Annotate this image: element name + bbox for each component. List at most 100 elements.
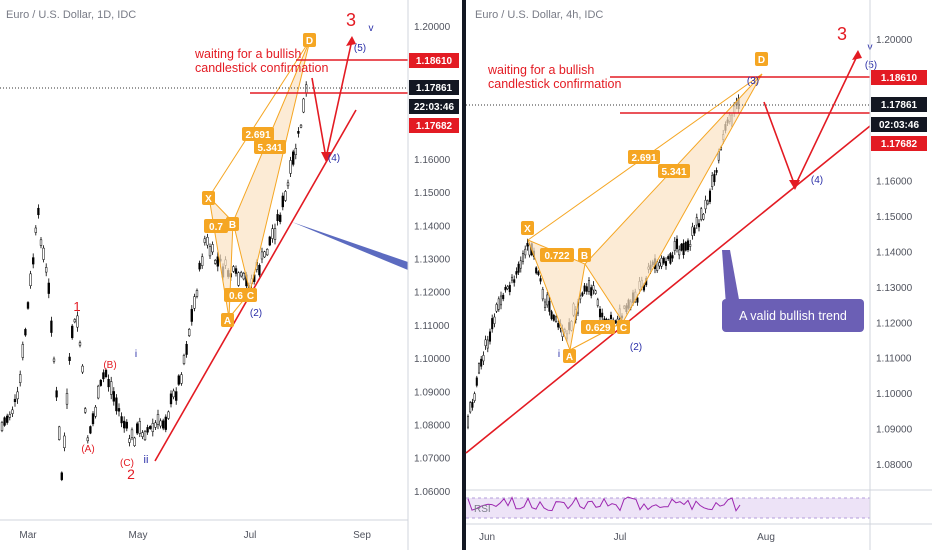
svg-text:A valid bullish trend: A valid bullish trend [739,309,847,323]
left-candles-body-74 [193,296,196,309]
left-candles-body-81 [211,244,214,253]
right-candles-body-21 [513,279,516,283]
right-candles-body-103 [693,227,696,234]
left-point-d: D [303,33,316,47]
left-candles-body-41 [107,379,110,388]
right-trendline [465,125,871,454]
left-chart-title: Euro / U.S. Dollar, 1D, IDC [6,9,136,21]
left-candles-body-91 [237,272,240,286]
right-arrowhead-down [789,180,800,190]
left-candles-body-52 [136,423,139,434]
right-wave-3-sub: (3) [747,76,759,87]
right-candles-body-40 [554,316,558,322]
left-wave-4: (4) [328,153,340,164]
right-candles-body-27 [526,242,529,247]
left-candles-body-116 [302,98,305,113]
svg-text:1.18610: 1.18610 [881,73,918,84]
right-fib-label-0722: 0.722 [540,248,574,262]
four-hour-chart-pane[interactable]: Euro / U.S. Dollar, 4h, IDC waiting for … [465,9,932,543]
right-candles-body-57 [592,285,595,291]
left-candles-body-31 [81,365,84,373]
right-tag-186: 1.18610 [871,70,927,85]
right-wave-4: (4) [811,175,823,186]
right-candles-body-109 [706,200,709,205]
right-candles-body-8 [484,339,487,346]
daily-chart-pane[interactable]: Euro / U.S. Dollar, 1D, IDC waiting for … [0,0,408,541]
right-candles-body-26 [524,248,527,256]
right-candles-body-35 [543,301,547,308]
left-ticks-label-5: 1.13000 [414,255,451,266]
left-fib-label-07: 0.7 [204,219,228,233]
right-candles-body-105 [697,223,701,228]
left-candles-body-3 [8,414,11,418]
right-candles-body-16 [502,294,505,300]
svg-text:A: A [224,316,231,327]
left-candles-body-115 [299,124,303,128]
left-candles-body-100 [260,251,264,260]
right-candles-body-12 [493,316,496,324]
pane-divider[interactable] [462,0,466,550]
left-candles-body-29 [76,315,79,328]
left-trendline [154,109,357,462]
left-wave-v: v [369,23,374,34]
left-candles-body-58 [151,423,154,432]
left-candles-body-27 [71,325,74,339]
right-ticks-label-7: 1.11000 [876,354,912,365]
right-candles-body-4 [475,377,478,386]
right-candles-body-60 [598,308,602,318]
right-candles-body-20 [510,276,514,281]
left-candles-body-22 [58,426,61,440]
right-point-c: C [617,320,630,334]
left-arrowhead-up [346,36,356,46]
right-candles-body-5 [477,363,481,374]
left-candles-body-7 [19,374,22,383]
svg-text:1.17682: 1.17682 [881,139,918,150]
left-candles-body-78 [203,238,206,243]
left-tag-countdown: 22:03:46 [409,99,459,114]
right-point-x: X [521,221,534,235]
svg-text:1.17861: 1.17861 [881,100,918,111]
left-tag-last: 1.17861 [409,80,459,95]
left-candles-body-0 [0,422,4,431]
right-price-axis[interactable]: 1.200001.190001.160001.150001.140001.130… [869,0,927,550]
right-ticks-label-5: 1.13000 [876,283,913,294]
left-candles-body-55 [143,431,147,440]
left-candles-body-14 [37,207,40,216]
svg-text:A: A [566,352,573,363]
left-candles-body-53 [138,421,141,434]
left-candles-body-102 [266,249,269,256]
left-wave-1: 1 [73,299,80,314]
right-candles-body-54 [585,286,588,292]
right-candles-body-14 [497,298,500,310]
right-ticks-label-8: 1.10000 [876,389,913,400]
right-candles-body-113 [715,170,718,173]
left-candles-body-37 [97,385,100,399]
left-candles-body-66 [172,390,175,398]
right-chart-title: Euro / U.S. Dollar, 4h, IDC [475,9,603,21]
right-ticks-label-0: 1.20000 [876,35,913,46]
rsi-pane[interactable]: RSI [466,489,932,519]
left-candles-body-57 [149,426,152,429]
right-candles-body-86 [656,261,659,271]
svg-text:0.722: 0.722 [544,251,569,262]
left-candles-body-103 [268,236,271,246]
right-candles-body-61 [601,312,604,318]
left-candles-body-23 [60,472,63,480]
right-tag-countdown: 02:03:46 [871,117,927,132]
left-candles-body-59 [154,422,157,428]
left-candles-body-82 [214,260,217,264]
svg-text:1.18610: 1.18610 [416,56,453,67]
left-price-axis[interactable]: 1.200001.190001.160001.150001.140001.130… [407,0,459,550]
left-candles-body-101 [263,251,266,258]
left-candles-body-46 [120,416,123,424]
right-candles-body-104 [695,217,698,226]
right-ticks-label-3: 1.15000 [876,212,913,223]
right-candles-body-112 [713,173,716,183]
left-candles-body-105 [273,228,277,240]
left-time-label-mar: Mar [19,530,37,541]
right-candles-body-90 [664,261,668,266]
right-candles-body-36 [546,294,549,306]
left-point-x: X [202,191,215,205]
left-candles-body-26 [68,356,71,361]
